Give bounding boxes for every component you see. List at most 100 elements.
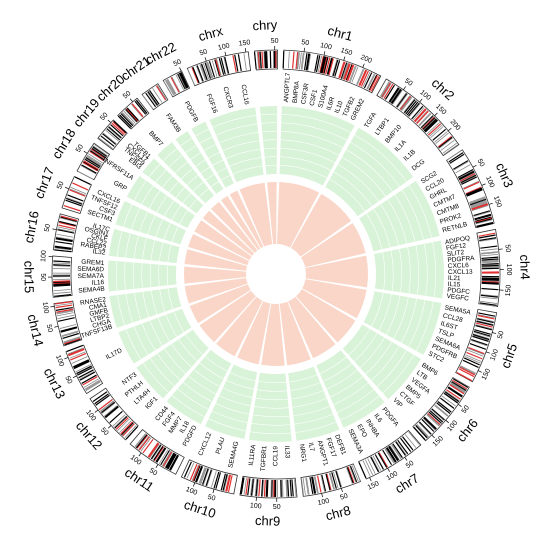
band [459,366,476,376]
band [165,453,176,469]
gene-label: CXCL6 [448,262,470,270]
band [349,65,357,82]
band [113,415,127,428]
tick-mark [387,468,390,472]
ideogram [61,176,92,214]
track-ring [175,187,185,198]
band [164,80,175,96]
track-ring [210,181,219,188]
band [64,338,81,346]
band [203,468,210,485]
band [135,100,147,115]
band [205,62,212,79]
band [408,431,420,445]
tick-label: 100 [418,89,432,102]
gene-label: CKLF [91,233,109,243]
track-ring [211,410,248,423]
track-ring [407,247,411,294]
gene-label: SEMA4B [78,285,105,294]
band [481,287,499,291]
band [480,251,498,254]
tick-mark [179,67,182,72]
band [85,381,101,391]
band [480,294,498,298]
band [388,445,400,461]
band [472,335,489,341]
band [450,382,466,393]
gene-label: IL32 [92,248,106,257]
band [461,176,478,185]
band [481,261,499,264]
band [307,53,312,71]
band [481,259,499,262]
band [316,475,322,493]
band [250,478,254,496]
gene-label: PDGFA [380,406,400,428]
tick-mark [244,48,247,53]
band [118,115,132,128]
track-ring [203,144,216,151]
band [111,122,125,136]
band [151,445,162,460]
track-ring [291,390,324,400]
band [53,291,71,294]
track-ring [189,198,198,209]
band [72,359,89,368]
band [458,170,475,180]
tick-label: 200 [448,119,461,133]
track-ring [156,195,168,213]
band [384,84,396,100]
band [333,471,339,489]
track-ring [262,130,277,133]
band [77,366,93,376]
band [471,203,488,210]
band [379,81,390,97]
track-ring [157,353,181,380]
band [399,95,412,111]
band [367,74,376,90]
track-ring [222,387,253,398]
band [429,410,444,423]
band [243,477,247,495]
outer-track [205,364,258,439]
band [175,74,184,91]
band [81,164,97,174]
band [416,423,429,437]
track-ring [254,406,289,409]
band [183,461,192,478]
band [473,330,491,337]
band [117,115,131,129]
band [399,95,411,110]
band [450,382,466,392]
track-ring [164,348,186,374]
band [69,351,86,359]
track-ring [155,169,167,183]
band [72,182,89,191]
band [201,468,209,485]
band [153,445,164,461]
band [125,108,138,123]
band [53,280,71,283]
band [131,103,144,118]
band [421,419,435,432]
band [357,68,365,85]
band [320,56,326,74]
tick-label: 100 [41,301,50,314]
tick-label: 100 [385,470,399,482]
track-ring [116,231,123,257]
inner-track [290,193,352,257]
band [223,57,229,74]
band [102,132,117,145]
band [463,180,479,189]
band [135,99,148,114]
band [384,448,395,464]
band [311,476,317,494]
ideogram [141,83,169,111]
inner-track [188,233,249,266]
gene-label: FAM3B [164,112,182,134]
track-ring [149,320,163,346]
chromosome-label: chr17 [31,165,57,201]
band [56,236,73,241]
band [418,112,431,126]
band [358,69,367,86]
